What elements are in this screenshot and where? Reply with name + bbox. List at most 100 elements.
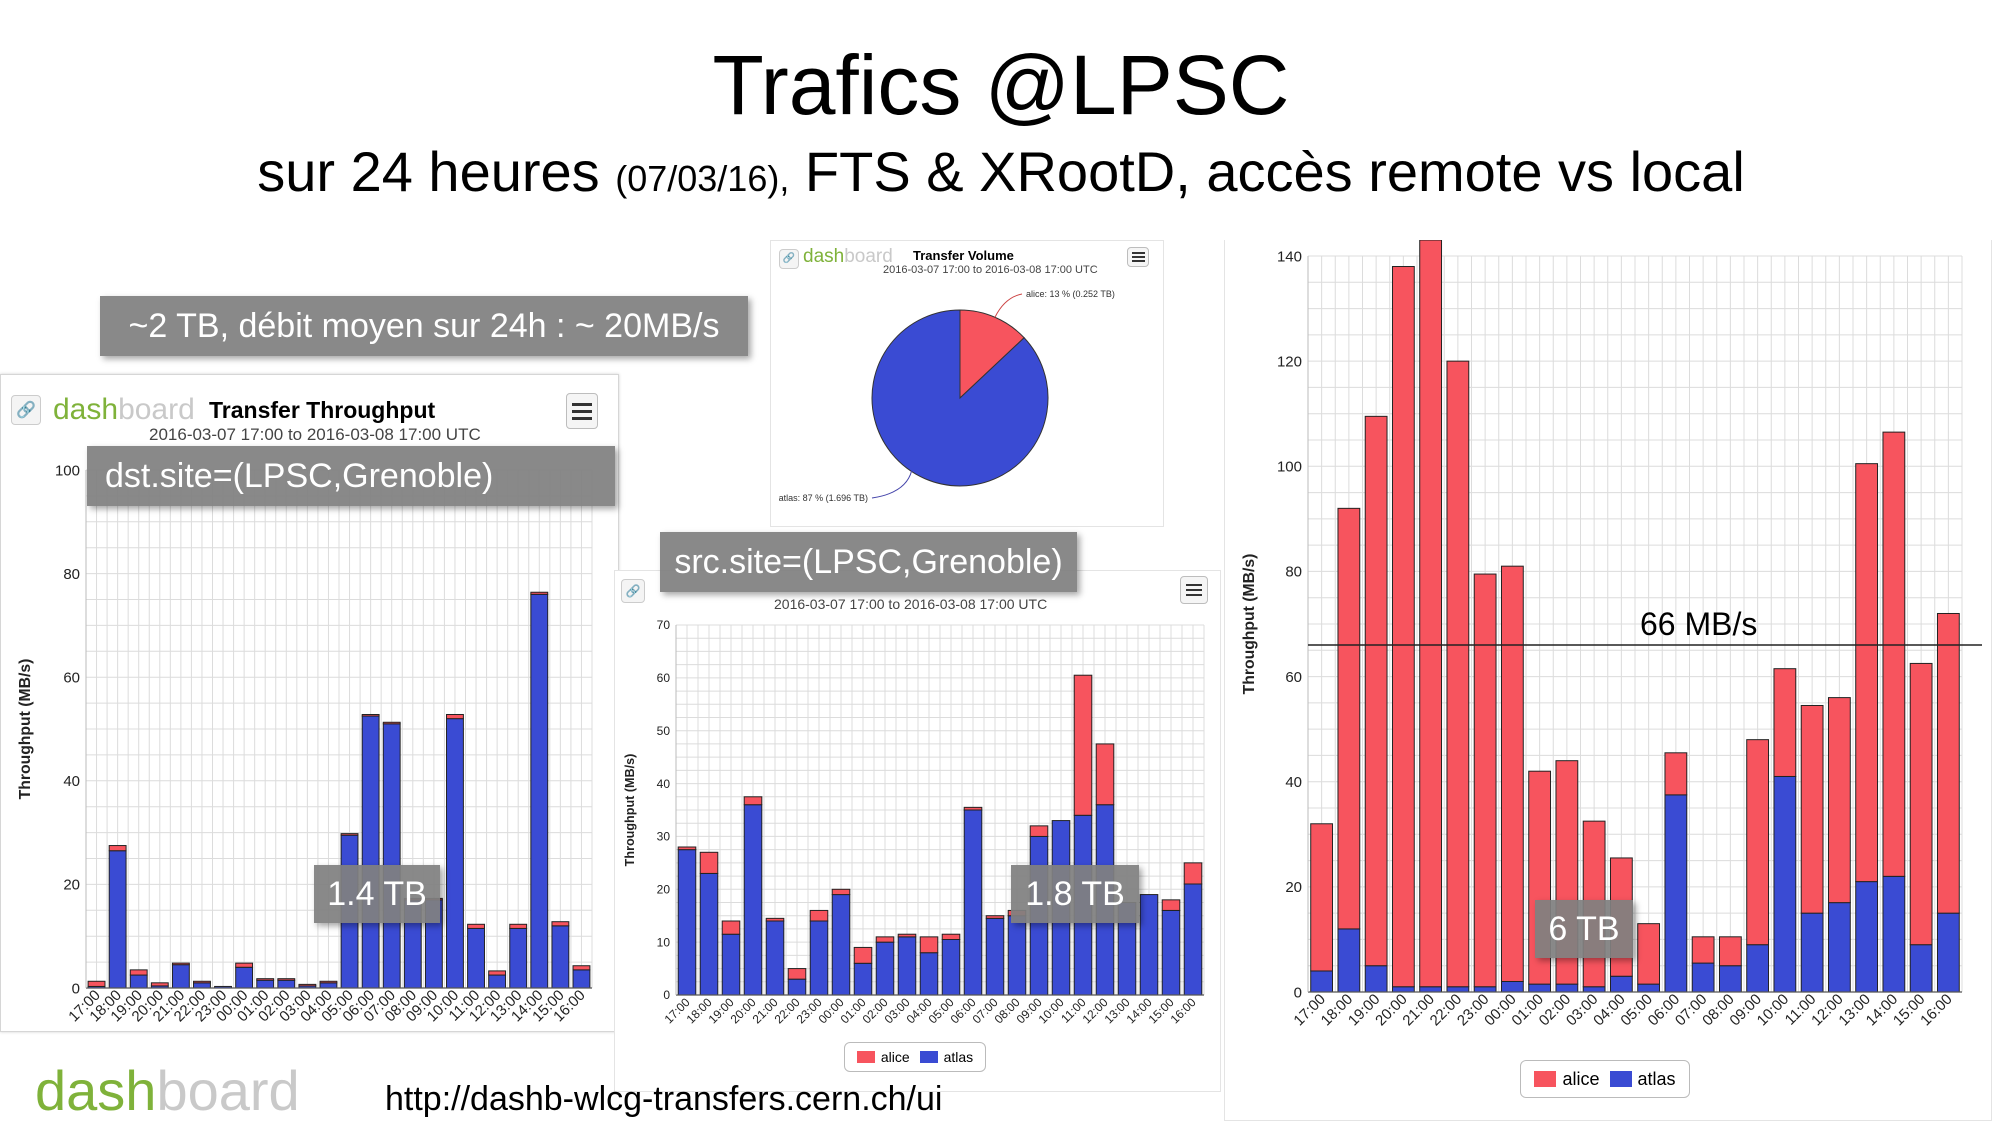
bar-alice xyxy=(171,962,190,966)
bar-atlas xyxy=(488,974,507,989)
bar-alice xyxy=(530,591,549,595)
slide-subtitle: sur 24 heures (07/03/16), FTS & XRootD, … xyxy=(0,140,2002,211)
y-tick-label: 20 xyxy=(63,877,80,894)
bar-alice xyxy=(572,965,591,971)
bar-alice xyxy=(1800,704,1824,914)
y-tick-label: 0 xyxy=(1294,984,1302,1001)
bar-atlas xyxy=(919,952,939,996)
bar-atlas xyxy=(551,925,570,989)
bar-atlas xyxy=(831,894,851,996)
y-tick-label: 80 xyxy=(1285,564,1302,581)
bar-alice xyxy=(1419,240,1443,988)
bar-atlas xyxy=(1161,909,1181,996)
legend-item-alice[interactable]: alice xyxy=(1534,1069,1600,1090)
bar-atlas xyxy=(743,804,763,996)
bar-alice xyxy=(193,980,211,984)
dashboard-logo-icon: dashboard xyxy=(53,393,195,426)
pie-slice-alice xyxy=(959,309,1025,400)
y-tick-label: 0 xyxy=(663,988,670,1002)
subtitle-rest: FTS & XRootD, accès remote vs local xyxy=(804,140,1745,203)
volume-pie-chart: alice: 13 % (0.252 TB) atlas: 87 % (1.696… xyxy=(779,289,1115,503)
y-tick-label: 20 xyxy=(1285,879,1302,896)
legend-item-atlas[interactable]: atlas xyxy=(1609,1069,1676,1090)
y-tick-label: 50 xyxy=(657,724,671,738)
bar-atlas xyxy=(446,718,464,989)
y-tick-label: 120 xyxy=(1277,353,1302,370)
bar-atlas xyxy=(530,593,549,989)
hamburger-menu-icon[interactable] xyxy=(1127,247,1149,267)
panel-date-range: 2016-03-07 17:00 to 2016-03-08 17:00 UTC xyxy=(883,264,1098,276)
link-icon[interactable]: 🔗 xyxy=(11,395,41,425)
y-tick-label: 0 xyxy=(72,980,80,997)
bar-atlas xyxy=(1909,944,1933,993)
panel-title: Transfer Volume xyxy=(913,248,1014,263)
x-tick-label: 16:00 xyxy=(1168,995,1199,1026)
bar-atlas xyxy=(1664,794,1688,993)
bar-atlas xyxy=(1528,983,1552,993)
atlas-swatch xyxy=(919,1051,938,1063)
bar-alice xyxy=(298,983,317,987)
x-tick-label: 10:00 xyxy=(1754,991,1793,1030)
left-volume-label: 1.4 TB xyxy=(314,865,440,923)
pie-leader-alice xyxy=(994,293,1023,318)
hamburger-menu-icon[interactable] xyxy=(1180,576,1208,604)
middle-volume-label: 1.8 TB xyxy=(1011,865,1139,923)
bar-atlas xyxy=(361,715,380,989)
right-chart-legend: alice atlas xyxy=(1520,1060,1690,1098)
bar-alice xyxy=(1691,936,1715,964)
footer-dashboard-logo-icon: dashboard xyxy=(35,1059,300,1122)
link-icon[interactable]: 🔗 xyxy=(779,249,799,269)
y-axis-title: Throughput (MB/s) xyxy=(17,659,34,800)
alice-swatch xyxy=(1534,1071,1557,1087)
bar-alice xyxy=(340,833,359,836)
slide-title: Trafics @LPSC xyxy=(712,38,1290,132)
bar-atlas xyxy=(853,962,873,996)
bar-atlas xyxy=(1007,915,1027,996)
bar-atlas xyxy=(1473,986,1497,993)
bar-alice xyxy=(1664,752,1688,796)
bar-atlas xyxy=(108,850,127,989)
bar-atlas xyxy=(1419,986,1443,993)
legend-item-alice[interactable]: alice xyxy=(856,1049,910,1065)
y-tick-label: 100 xyxy=(1277,459,1302,476)
link-icon[interactable]: 🔗 xyxy=(621,579,645,603)
y-tick-label: 40 xyxy=(1285,774,1302,791)
bar-alice xyxy=(853,946,873,964)
bar-atlas xyxy=(875,941,895,996)
y-tick-label: 100 xyxy=(55,462,80,479)
atlas-swatch xyxy=(1609,1071,1632,1087)
bar-alice xyxy=(919,936,939,954)
bar-atlas xyxy=(1882,875,1906,993)
bar-alice xyxy=(1637,923,1661,985)
bar-alice xyxy=(1391,266,1415,988)
bar-atlas xyxy=(1391,986,1415,993)
bar-atlas xyxy=(1500,980,1524,993)
y-tick-label: 60 xyxy=(63,669,80,686)
bar-atlas xyxy=(1337,928,1361,993)
bar-alice xyxy=(677,846,697,851)
bar-atlas xyxy=(941,939,961,996)
bar-alice xyxy=(699,851,719,874)
bar-alice xyxy=(1364,415,1388,967)
bar-alice xyxy=(277,978,296,981)
y-tick-label: 80 xyxy=(63,566,80,583)
dashboard-logo-icon: dashboard xyxy=(803,246,893,267)
bar-alice xyxy=(488,970,507,976)
bar-atlas xyxy=(985,917,1005,996)
bar-atlas xyxy=(1800,912,1824,993)
bar-atlas xyxy=(1827,902,1851,993)
bar-alice xyxy=(256,978,275,981)
bar-alice xyxy=(319,980,338,984)
bar-atlas xyxy=(1936,912,1960,993)
bar-atlas xyxy=(1637,983,1661,993)
summary-note: ~2 TB, débit moyen sur 24h : ~ 20MB/s xyxy=(100,296,748,356)
y-axis-title: Throughput (MB/s) xyxy=(623,754,637,867)
hamburger-menu-icon[interactable] xyxy=(566,393,598,429)
alice-swatch xyxy=(856,1051,875,1063)
footer-url-link[interactable]: http://dashb-wlcg-transfers.cern.ch/ui xyxy=(385,1080,943,1118)
legend-item-atlas[interactable]: atlas xyxy=(919,1049,973,1065)
y-tick-label: 20 xyxy=(657,882,671,896)
panel-title: Transfer Throughput xyxy=(209,397,436,423)
